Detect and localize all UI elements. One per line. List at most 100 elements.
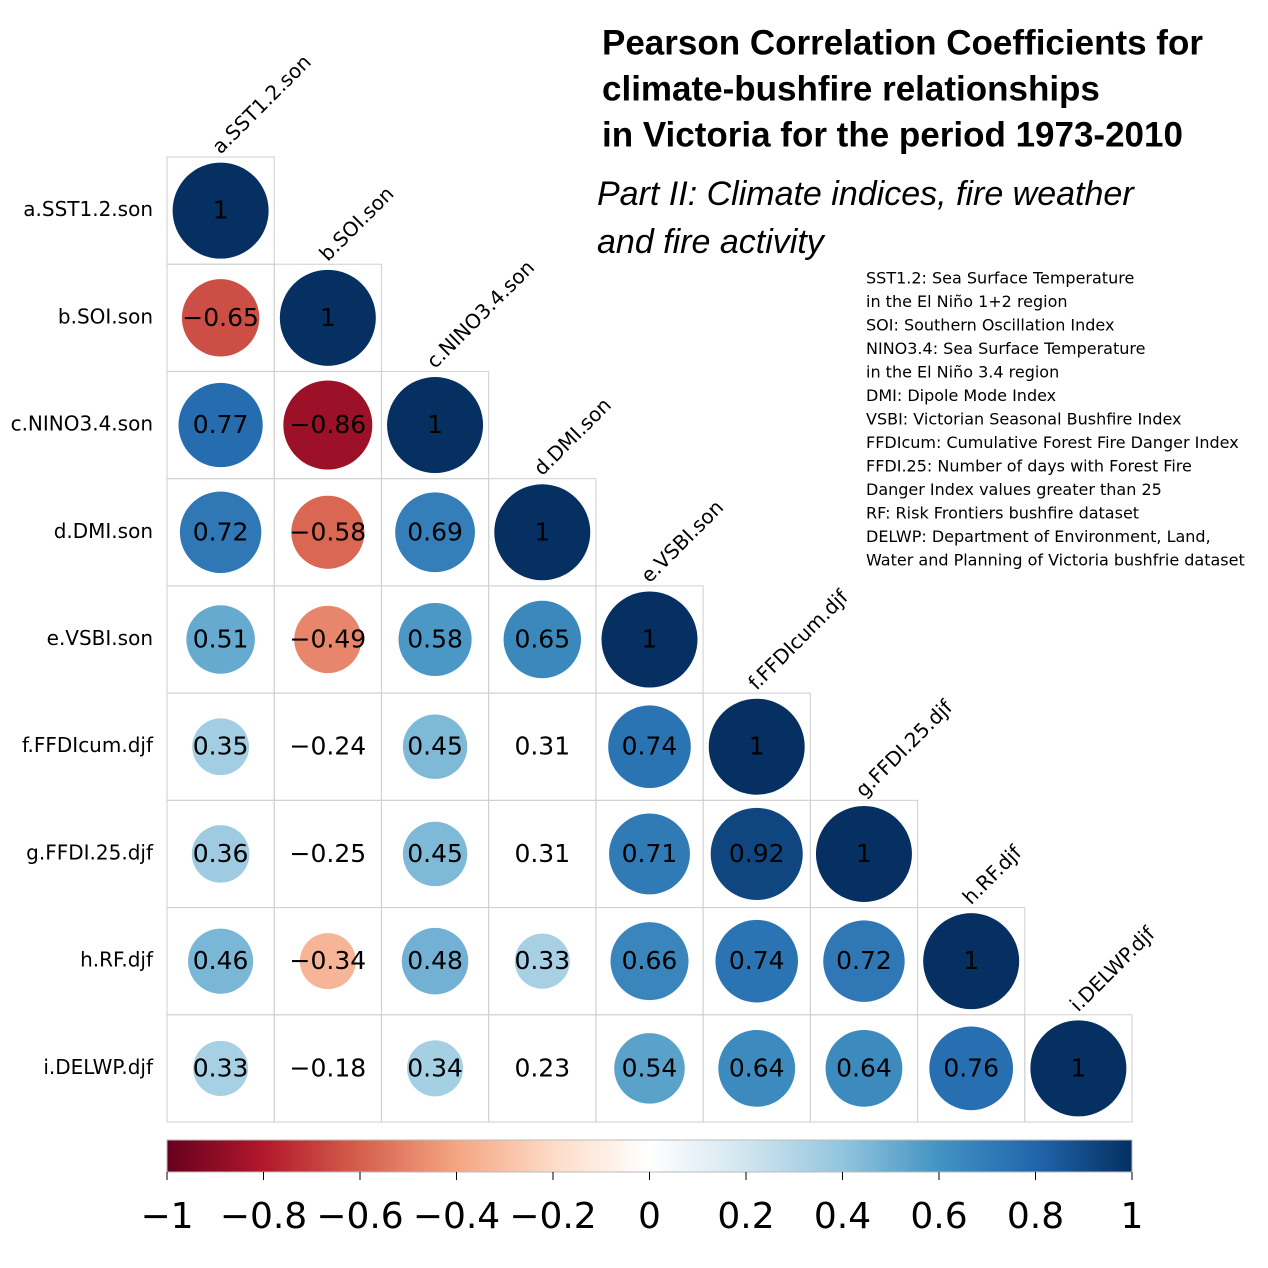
- value-label: 0.23: [514, 1053, 570, 1082]
- value-label: 0.45: [407, 732, 463, 761]
- value-label: 1: [213, 196, 229, 225]
- correlation-circle: [294, 605, 362, 674]
- correlation-circle: [402, 821, 468, 887]
- value-label: 0.35: [193, 732, 249, 761]
- note: NINO3.4: Sea Surface Temperature: [866, 339, 1145, 358]
- correlation-circle: [193, 1040, 249, 1096]
- correlation-circle: [279, 269, 376, 366]
- correlation-circle: [494, 484, 591, 581]
- value-label: 0.72: [193, 517, 249, 546]
- value-label: −0.25: [290, 839, 367, 868]
- row-label: c.NINO3.4.son: [11, 412, 153, 436]
- value-label: 0.65: [514, 625, 570, 654]
- correlation-circle: [514, 933, 570, 989]
- correlation-circle: [825, 1029, 903, 1107]
- column-label: d.DMI.son: [529, 393, 616, 480]
- colorbar-tick-label: 0.2: [717, 1196, 774, 1237]
- value-label: 0.34: [407, 1053, 463, 1082]
- value-label: 1: [749, 732, 765, 761]
- correlation-circle: [929, 1026, 1014, 1111]
- note: FFDI.25: Number of days with Forest Fire: [866, 457, 1192, 476]
- note: VSBI: Victorian Seasonal Bushfire Index: [866, 410, 1182, 429]
- value-label: 1: [320, 303, 336, 332]
- correlation-circle: [401, 927, 469, 995]
- chart-title: climate-bushfire relationships: [602, 69, 1100, 108]
- correlation-circle: [1030, 1020, 1127, 1117]
- value-label: 0.64: [729, 1053, 785, 1082]
- correlation-circle: [191, 825, 250, 883]
- value-label: 0.46: [193, 946, 249, 975]
- value-label: −0.86: [290, 410, 367, 439]
- value-label: 0.77: [193, 410, 249, 439]
- correlation-circle: [172, 162, 269, 259]
- note: SST1.2: Sea Surface Temperature: [866, 269, 1134, 288]
- column-label: h.RF.djf: [958, 840, 1027, 909]
- colorbar-tick-label: 1: [1121, 1196, 1144, 1237]
- value-label: 0.33: [514, 946, 570, 975]
- row-label: h.RF.djf: [80, 948, 154, 972]
- correlation-circle: [614, 1033, 685, 1104]
- value-label: −0.18: [290, 1053, 367, 1082]
- correlation-circle: [188, 928, 254, 994]
- value-label: 0.76: [943, 1053, 999, 1082]
- value-label: 0.45: [407, 839, 463, 868]
- value-label: 1: [856, 839, 872, 868]
- value-label: −0.24: [290, 732, 367, 761]
- note: SOI: Southern Oscillation Index: [866, 316, 1114, 335]
- row-label: b.SOI.son: [58, 304, 153, 328]
- correlation-circle: [923, 913, 1020, 1010]
- note: Danger Index values greater than 25: [866, 480, 1162, 499]
- correlation-circle: [815, 805, 912, 902]
- column-label: a.SST1.2.son: [207, 50, 316, 159]
- correlation-circle: [299, 933, 356, 990]
- value-label: 0.51: [193, 625, 249, 654]
- note: in the El Niño 3.4 region: [866, 363, 1059, 382]
- value-label: −0.34: [290, 946, 367, 975]
- value-label: 0.31: [514, 732, 570, 761]
- value-label: 1: [642, 625, 658, 654]
- value-label: 0.74: [729, 946, 785, 975]
- correlation-circle: [823, 920, 905, 1002]
- value-label: 0.48: [407, 946, 463, 975]
- column-label: b.SOI.son: [314, 181, 398, 265]
- note: FFDIcum: Cumulative Forest Fire Danger I…: [866, 433, 1239, 452]
- row-label: e.VSBI.son: [47, 626, 153, 650]
- value-label: 0.31: [514, 839, 570, 868]
- colorbar-tick-label: −0.2: [509, 1196, 596, 1237]
- note: RF: Risk Frontiers bushfire dataset: [866, 504, 1139, 523]
- value-label: 0.54: [622, 1053, 678, 1082]
- row-label: g.FFDI.25.djf: [26, 840, 154, 864]
- value-label: 1: [427, 410, 443, 439]
- cell: [1024, 1014, 1133, 1123]
- correlation-circle: [718, 1029, 796, 1107]
- correlation-circle: [503, 600, 581, 679]
- colorbar-tick-label: −0.8: [220, 1196, 307, 1237]
- correlation-circle: [609, 813, 690, 895]
- column-label: i.DELWP.djf: [1065, 921, 1160, 1016]
- colorbar-tick-label: 0.4: [814, 1196, 871, 1237]
- correlation-circle: [179, 491, 262, 574]
- correlation-circle: [387, 377, 484, 474]
- value-label: 0.58: [407, 625, 463, 654]
- correlation-circle: [291, 495, 365, 569]
- value-label: 0.64: [836, 1053, 892, 1082]
- row-label: i.DELWP.djf: [43, 1055, 154, 1079]
- colorbar-tick-label: 0: [638, 1196, 661, 1237]
- colorbar-tick-label: −1: [140, 1196, 193, 1237]
- chart-title: Pearson Correlation Coefficients for: [602, 23, 1203, 62]
- correlation-circle: [610, 922, 689, 1001]
- note: DMI: Dipole Mode Index: [866, 386, 1056, 405]
- correlation-circle: [710, 807, 803, 900]
- colorbar-tick-label: 0.8: [1007, 1196, 1064, 1237]
- value-label: 0.74: [622, 732, 678, 761]
- column-label: g.FFDI.25.djf: [850, 694, 957, 801]
- row-label: d.DMI.son: [54, 519, 153, 543]
- value-label: 0.66: [622, 946, 678, 975]
- value-label: 0.72: [836, 946, 892, 975]
- value-label: 1: [963, 946, 979, 975]
- row-label: a.SST1.2.son: [23, 197, 153, 221]
- column-label: c.NINO3.4.son: [422, 255, 540, 373]
- correlation-circle: [402, 714, 468, 779]
- value-label: −0.65: [182, 303, 259, 332]
